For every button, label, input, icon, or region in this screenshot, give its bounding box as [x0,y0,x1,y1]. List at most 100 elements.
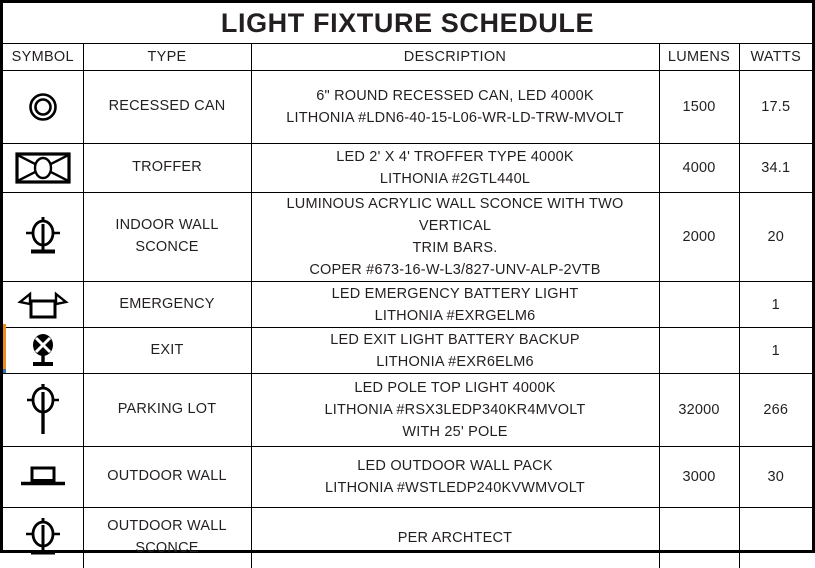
exit-row-accent-marker-secondary [3,369,6,373]
watts-cell: 1 [738,327,813,375]
description-line: 6" ROUND RECESSED CAN, LED 4000K [316,87,594,104]
description-cell: LED EMERGENCY BATTERY LIGHT LITHONIA #EX… [250,281,660,329]
type-label: OUTDOOR WALL [107,518,227,535]
type-cell: PARKING LOT [82,373,252,448]
description-line: LED POLE TOP LIGHT 4000K [354,380,556,397]
description-line: LED 2' X 4' TROFFER TYPE 4000K [336,148,574,165]
watts-cell: 17.5 [738,70,813,144]
table-row: RECESSED CAN 6" ROUND RECESSED CAN, LED … [3,70,813,144]
description-line: LITHONIA #EXRGELM6 [374,307,536,324]
table-row: EXIT LED EXIT LIGHT BATTERY BACKUP LITHO… [3,327,813,375]
lumens-value: 32000 [678,402,720,419]
header-row: SYMBOL TYPE DESCRIPTION LUMENS WATTS [3,43,813,71]
troffer-symbol [3,152,83,184]
lumens-cell: 1500 [658,70,740,144]
type-label: EMERGENCY [119,295,215,312]
description-line: LITHONIA #EXR6ELM6 [376,353,534,370]
type-label: TROFFER [132,159,202,176]
column-header-type: TYPE [82,43,252,71]
lumens-value: 2000 [682,229,716,246]
description-cell: LED 2' X 4' TROFFER TYPE 4000K LITHONIA … [250,143,660,193]
description-line: LED OUTDOOR WALL PACK [357,458,553,475]
lumens-cell: 2000 [658,191,740,283]
exit-light-symbol [3,333,83,369]
type-cell: TROFFER [82,143,252,193]
description-line: LITHONIA #RSX3LEDP340KR4MVOLT [324,402,586,419]
description-line: LITHONIA #WSTLEDP240KVWMVOLT [325,480,585,497]
watts-value: 17.5 [761,99,791,115]
title-cell: LIGHT FIXTURE SCHEDULE [3,3,813,44]
lumens-value: 1500 [682,99,716,115]
type-label: PARKING LOT [117,401,217,418]
pole-light-symbol [3,380,83,440]
type-label: OUTDOOR WALL [107,468,227,485]
description-line: LITHONIA #2GTL440L [379,171,531,187]
wall-pack-symbol [3,460,83,494]
column-header-description: DESCRIPTION [250,43,660,71]
watts-cell: 30 [738,446,813,509]
lumens-cell [658,507,740,568]
page-title: LIGHT FIXTURE SCHEDULE [220,7,595,38]
type-label: SCONCE [135,239,199,256]
column-header-symbol-label: SYMBOL [11,49,74,65]
symbol-cell [3,70,84,144]
symbol-cell [3,446,84,509]
lumens-cell [658,327,740,375]
watts-cell: 34.1 [738,143,813,193]
lumens-cell: 32000 [658,373,740,448]
description-cell: PER ARCHTECT [250,507,660,568]
description-cell: LED POLE TOP LIGHT 4000K LITHONIA #RSX3L… [250,373,660,448]
symbol-cell [3,507,84,568]
symbol-cell [3,191,84,283]
symbol-cell [3,327,84,375]
symbol-cell [3,281,84,329]
emergency-battery-symbol [3,290,83,320]
description-line: LITHONIA #LDN6-40-15-L06-WR-LD-TRW-MVOLT [286,110,624,126]
description-cell: LED EXIT LIGHT BATTERY BACKUP LITHONIA #… [250,327,660,375]
recessed-can-symbol [3,90,83,124]
column-header-type-label: TYPE [147,49,187,65]
type-cell: EXIT [82,327,252,375]
watts-value: 1 [771,342,780,359]
lumens-value: 4000 [682,160,716,176]
description-line: LED EMERGENCY BATTERY LIGHT [331,285,579,302]
table-row: OUTDOOR WALL LED OUTDOOR WALL PACK LITHO… [3,446,813,509]
title-row: LIGHT FIXTURE SCHEDULE [3,3,813,44]
watts-cell: 1 [738,281,813,329]
type-cell: OUTDOOR WALL [82,446,252,509]
table-row: EMERGENCY LED EMERGENCY BATTERY LIGHT LI… [3,281,813,329]
watts-cell [738,507,813,568]
description-line: LED EXIT LIGHT BATTERY BACKUP [330,331,580,348]
description-cell: LUMINOUS ACRYLIC WALL SCONCE WITH TWO VE… [250,191,660,283]
description-line: PER ARCHTECT [397,530,513,547]
lumens-cell: 3000 [658,446,740,509]
table-row: TROFFER LED 2' X 4' TROFFER TYPE 4000K L… [3,143,813,193]
column-header-watts-label: WATTS [750,49,802,65]
lumens-cell: 4000 [658,143,740,193]
watts-cell: 20 [738,191,813,283]
watts-value: 1 [771,296,780,313]
table-row: OUTDOOR WALL SCONCE PER ARCHTECT [3,507,813,568]
column-header-lumens-label: LUMENS [667,49,731,65]
watts-value: 30 [767,469,785,486]
watts-cell: 266 [738,373,813,448]
column-header-lumens: LUMENS [658,43,740,71]
type-label: SCONCE [135,540,199,557]
description-line: COPER #673-16-W-L3/827-UNV-ALP-2VTB [309,262,601,279]
description-line: LUMINOUS ACRYLIC WALL SCONCE WITH TWO VE… [286,196,624,235]
description-cell: 6" ROUND RECESSED CAN, LED 4000K LITHONI… [250,70,660,144]
type-label: INDOOR WALL [115,217,219,234]
exit-row-accent-marker [3,324,6,369]
watts-value: 266 [763,402,789,419]
schedule-table: LIGHT FIXTURE SCHEDULE SYMBOL TYPE DESCR… [3,3,813,568]
table-row: INDOOR WALL SCONCE LUMINOUS ACRYLIC WALL… [3,191,813,283]
type-cell: OUTDOOR WALL SCONCE [82,507,252,568]
description-cell: LED OUTDOOR WALL PACK LITHONIA #WSTLEDP2… [250,446,660,509]
column-header-watts: WATTS [738,43,813,71]
wall-sconce-symbol [3,515,83,561]
type-label: RECESSED CAN [108,98,226,115]
symbol-cell [3,373,84,448]
description-line: TRIM BARS. [412,240,498,257]
type-label: EXIT [150,341,184,358]
